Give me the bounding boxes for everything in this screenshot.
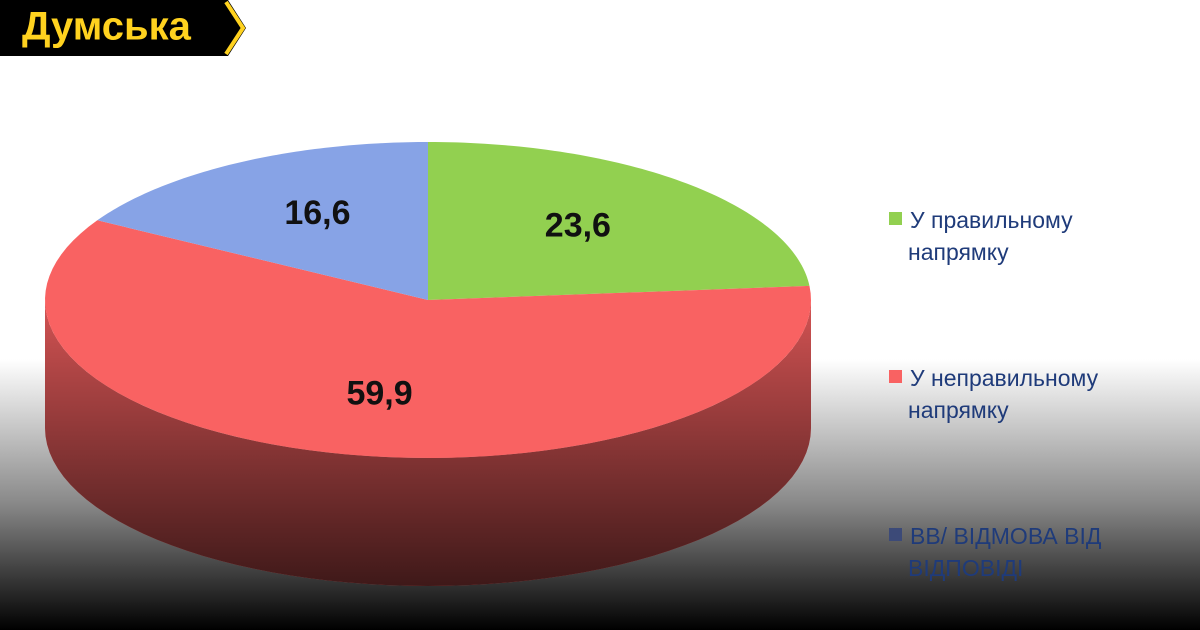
- brand-name: Думська: [22, 5, 192, 49]
- legend-label: У правильному: [910, 207, 1073, 233]
- legend: У правильному напрямку У неправильному напр…: [889, 207, 1102, 581]
- logo-chevron: [224, 0, 246, 56]
- data-label: 16,6: [284, 194, 350, 232]
- pie: 23,6 59,9 16,6: [45, 142, 811, 586]
- legend-label: напрямку: [908, 239, 1009, 265]
- legend-marker: [889, 370, 902, 383]
- slice: [97, 142, 429, 300]
- legend-marker: [889, 528, 902, 541]
- legend-marker: [889, 212, 902, 225]
- legend-label: У неправильному: [910, 365, 1099, 391]
- legend-label: ВВ/ ВІДМОВА ВІД: [910, 523, 1102, 549]
- brand-logo: Думська: [0, 0, 246, 56]
- logo-badge: [0, 0, 246, 56]
- legend-label: напрямку: [908, 397, 1009, 423]
- slice: [45, 220, 811, 458]
- data-label: 59,9: [346, 375, 412, 413]
- slice-side-shade: [45, 300, 811, 586]
- data-label: 23,6: [545, 207, 611, 245]
- legend-label: ВІДПОВІДІ: [908, 555, 1023, 581]
- slice: [428, 142, 810, 300]
